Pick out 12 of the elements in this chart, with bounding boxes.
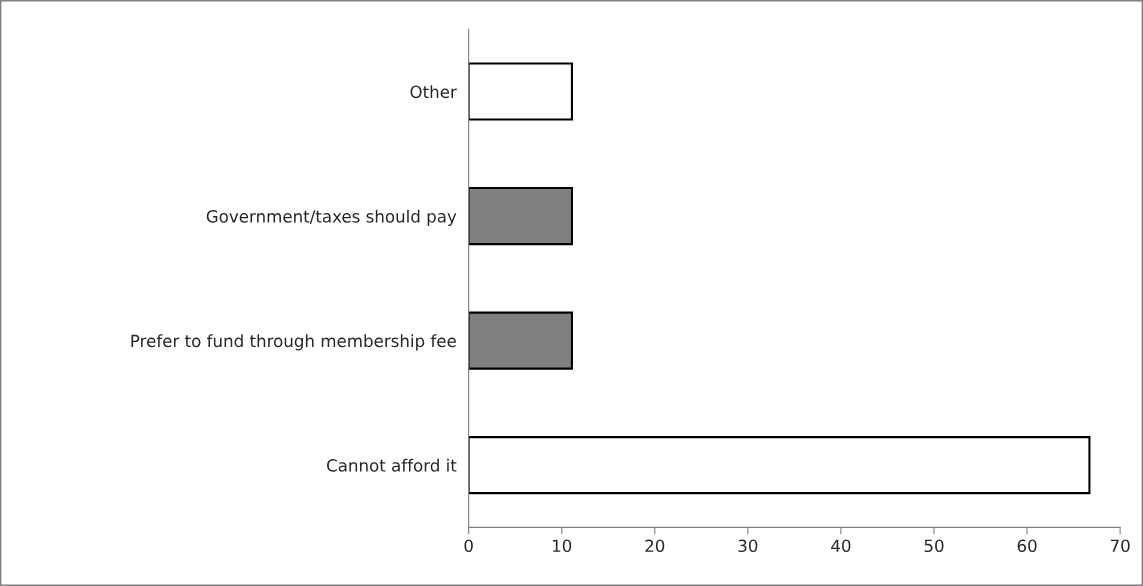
x-tick-label: 40	[831, 539, 851, 553]
x-tick-label: 0	[464, 539, 473, 553]
y-tick-label: Other	[410, 85, 457, 99]
x-tick-label: 20	[645, 539, 665, 553]
x-tick-label: 10	[552, 539, 572, 553]
x-tick-label: 70	[1110, 539, 1130, 553]
y-tick-label: Government/taxes should pay	[206, 209, 457, 226]
x-tick-label: 30	[738, 539, 758, 553]
x-tick-label: 50	[924, 539, 944, 553]
y-tick-label: Cannot afford it	[327, 458, 457, 472]
x-tick-label: 60	[1017, 539, 1037, 553]
y-tick-label: Prefer to fund through membership fee	[131, 334, 456, 351]
